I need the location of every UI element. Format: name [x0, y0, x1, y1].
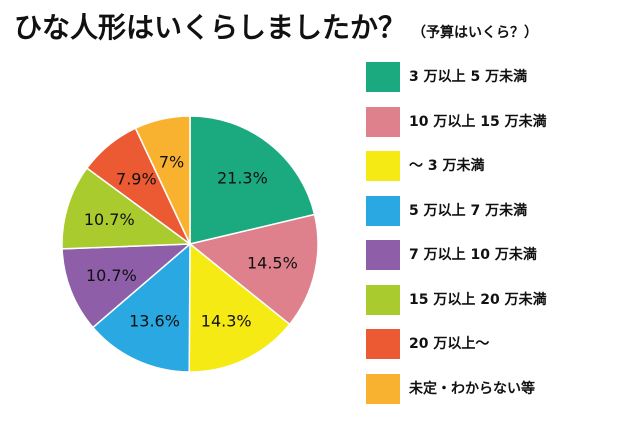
slice-value-label: 14.5%: [247, 254, 298, 273]
legend-item: 10 万以上 15 万未満: [366, 106, 636, 152]
legend-item: 20 万以上～: [366, 329, 636, 374]
legend-label: 5 万以上 7 万未満: [409, 202, 528, 219]
slice-value-label: 7.9%: [116, 170, 157, 189]
pie-slice: [61, 243, 193, 329]
legend-swatch: [366, 106, 400, 137]
legend-item: 未定・わからない等: [366, 373, 636, 419]
chart-title-row: ひな人形はいくらしましたか？ （予算はいくら？）: [14, 6, 634, 52]
pie-chart: 21.3% 14.5% 14.3% 13.6% 10.7% 10.7% 7.9%7%: [61, 115, 319, 373]
legend-swatch: [366, 62, 400, 92]
pie-slice: [189, 115, 316, 245]
legend-label: 10 万以上 15 万未満: [409, 113, 547, 130]
slice-value-label: 21.3%: [217, 169, 268, 188]
pie-slice: [188, 213, 319, 326]
legend-label: 20 万以上～: [409, 336, 490, 352]
pie-slice: [61, 167, 193, 250]
legend-item: 3 万以上 5 万未満: [366, 62, 636, 107]
legend-swatch: [366, 329, 400, 359]
pie-slice: [91, 242, 191, 373]
slice-value-label: 10.7%: [86, 266, 137, 285]
pie-slice: [188, 242, 291, 373]
pie-slice: [134, 115, 191, 245]
legend-swatch: [366, 373, 400, 404]
legend-swatch: [366, 284, 400, 315]
slice-value-label: 14.3%: [201, 311, 252, 330]
legend-item: 7 万以上 10 万未満: [366, 240, 636, 285]
legend-item: 5 万以上 7 万未満: [366, 195, 636, 241]
legend-item: 15 万以上 20 万未満: [366, 284, 636, 330]
legend-label: 15 万以上 20 万未満: [409, 291, 547, 308]
chart-subtitle: （予算はいくら？）: [412, 25, 539, 41]
legend-swatch: [366, 240, 400, 270]
legend: 3 万以上 5 万未満 10 万以上 15 万未満 ～ 3 万未満 5 万以上 …: [366, 62, 636, 418]
legend-swatch: [366, 151, 400, 181]
slice-value-label: 7%: [159, 153, 184, 172]
slice-value-label: 13.6%: [129, 312, 180, 331]
legend-label: 7 万以上 10 万未満: [409, 247, 537, 263]
legend-item: ～ 3 万未満: [366, 151, 636, 196]
chart-title: ひな人形はいくらしましたか？: [14, 11, 407, 44]
legend-label: 未定・わからない等: [409, 380, 535, 397]
legend-label: ～ 3 万未満: [409, 158, 485, 174]
legend-label: 3 万以上 5 万未満: [409, 69, 528, 85]
legend-swatch: [366, 195, 400, 226]
slice-value-label: 10.7%: [84, 210, 135, 229]
